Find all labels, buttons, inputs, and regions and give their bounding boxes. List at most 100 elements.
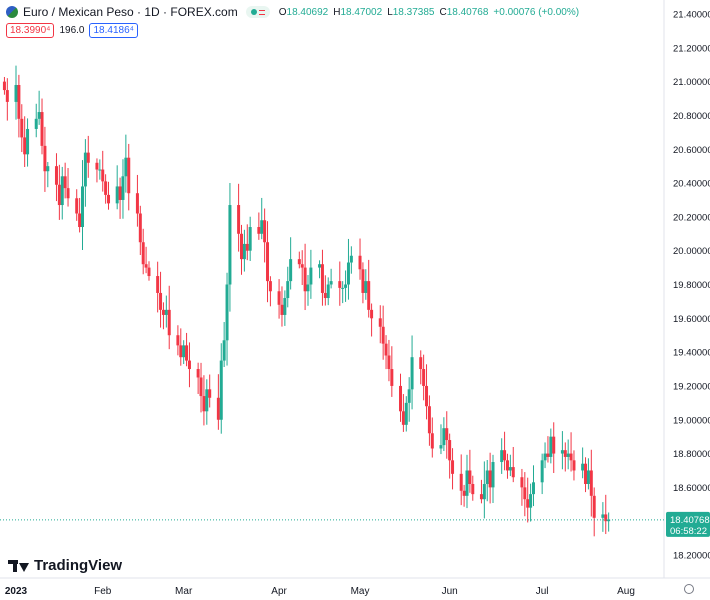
- candle[interactable]: [208, 374, 212, 408]
- candle[interactable]: [543, 442, 547, 469]
- candle[interactable]: [341, 281, 345, 304]
- candle[interactable]: [485, 459, 489, 502]
- candle[interactable]: [46, 162, 50, 188]
- candle[interactable]: [277, 279, 281, 319]
- candle[interactable]: [425, 364, 429, 420]
- candle[interactable]: [107, 181, 111, 210]
- candle[interactable]: [78, 197, 82, 233]
- candle[interactable]: [196, 362, 200, 394]
- candle[interactable]: [560, 431, 564, 470]
- candle[interactable]: [511, 446, 515, 483]
- candle[interactable]: [439, 424, 443, 455]
- candle[interactable]: [80, 160, 84, 251]
- candle[interactable]: [370, 303, 374, 337]
- candle[interactable]: [17, 74, 21, 138]
- candle[interactable]: [187, 342, 191, 388]
- candle[interactable]: [95, 158, 99, 183]
- candle[interactable]: [83, 139, 87, 207]
- candle[interactable]: [245, 224, 249, 261]
- symbol-title[interactable]: Euro / Mexican Peso · 1D · FOREX.com: [23, 5, 238, 19]
- candle[interactable]: [589, 449, 593, 517]
- candle[interactable]: [361, 262, 365, 304]
- candle[interactable]: [422, 354, 426, 401]
- candle[interactable]: [349, 246, 353, 274]
- tradingview-logo[interactable]: TradingView: [8, 557, 122, 574]
- candle[interactable]: [468, 449, 472, 493]
- candle[interactable]: [384, 335, 388, 370]
- candle[interactable]: [216, 374, 220, 430]
- candle[interactable]: [540, 453, 544, 495]
- candle[interactable]: [138, 205, 142, 255]
- candle[interactable]: [40, 98, 44, 155]
- candle[interactable]: [115, 165, 119, 210]
- candle[interactable]: [141, 228, 145, 275]
- candle[interactable]: [318, 260, 322, 279]
- candle[interactable]: [427, 395, 431, 446]
- candle[interactable]: [242, 229, 246, 272]
- sell-price-button[interactable]: 18.3990⁴: [6, 23, 55, 38]
- candle[interactable]: [23, 116, 27, 168]
- candle[interactable]: [127, 143, 131, 211]
- candle[interactable]: [289, 237, 293, 290]
- candle[interactable]: [471, 475, 475, 501]
- candle[interactable]: [57, 164, 61, 220]
- candle[interactable]: [526, 477, 530, 523]
- candle[interactable]: [358, 238, 362, 280]
- candle[interactable]: [500, 438, 504, 474]
- candle[interactable]: [531, 465, 535, 507]
- candle[interactable]: [283, 290, 287, 326]
- candle[interactable]: [346, 238, 350, 300]
- candle[interactable]: [586, 458, 590, 490]
- candles[interactable]: [2, 65, 611, 537]
- candle[interactable]: [503, 431, 507, 471]
- candle[interactable]: [462, 484, 466, 507]
- candle[interactable]: [390, 346, 394, 397]
- candle[interactable]: [459, 454, 463, 506]
- candle[interactable]: [607, 512, 611, 532]
- candle[interactable]: [268, 276, 272, 307]
- candle[interactable]: [159, 271, 163, 328]
- candle[interactable]: [20, 104, 24, 153]
- candle[interactable]: [104, 174, 108, 204]
- candle[interactable]: [179, 328, 183, 366]
- candle[interactable]: [263, 208, 267, 263]
- candle[interactable]: [54, 153, 58, 202]
- candle[interactable]: [326, 277, 330, 306]
- candle[interactable]: [508, 454, 512, 477]
- candle[interactable]: [491, 454, 495, 504]
- candle[interactable]: [144, 246, 148, 274]
- candle[interactable]: [260, 197, 264, 240]
- candle[interactable]: [581, 447, 585, 479]
- candle[interactable]: [147, 261, 151, 281]
- candle[interactable]: [121, 159, 125, 219]
- candle[interactable]: [430, 417, 434, 458]
- candle[interactable]: [135, 174, 139, 227]
- candle[interactable]: [404, 396, 408, 432]
- candle[interactable]: [552, 422, 556, 474]
- candle[interactable]: [14, 65, 18, 120]
- candle[interactable]: [364, 269, 368, 300]
- candle[interactable]: [320, 249, 324, 306]
- candle[interactable]: [419, 350, 423, 385]
- candle[interactable]: [546, 436, 550, 463]
- candle[interactable]: [286, 266, 290, 308]
- candle[interactable]: [98, 159, 102, 180]
- candle[interactable]: [34, 103, 38, 138]
- candle[interactable]: [566, 439, 570, 470]
- candle[interactable]: [161, 302, 165, 330]
- candle[interactable]: [451, 448, 455, 490]
- candle[interactable]: [66, 168, 70, 207]
- candle[interactable]: [549, 428, 553, 464]
- candle[interactable]: [563, 442, 567, 472]
- candle[interactable]: [237, 183, 241, 252]
- candle[interactable]: [523, 472, 527, 517]
- candle[interactable]: [5, 78, 9, 121]
- candle[interactable]: [344, 270, 348, 302]
- market-status-toggle[interactable]: [245, 6, 270, 18]
- candle[interactable]: [407, 377, 411, 422]
- candle[interactable]: [306, 275, 310, 306]
- candle[interactable]: [185, 332, 189, 367]
- candle[interactable]: [367, 259, 371, 318]
- gear-icon[interactable]: [684, 584, 694, 594]
